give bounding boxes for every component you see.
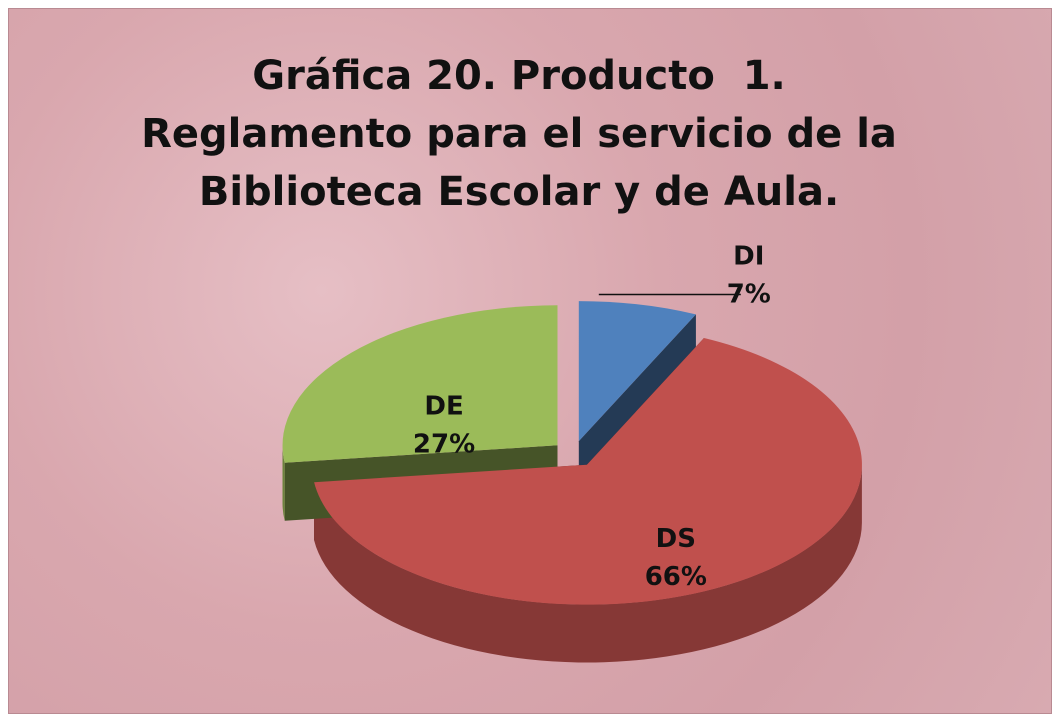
label-category: DS [656, 524, 696, 554]
label-value: 27% [413, 429, 475, 459]
slice-rim [314, 464, 862, 663]
chart-frame: DI 7% DS 66% DE 27% Gráfica 20. Producto 1. R… [8, 8, 1052, 714]
data-label: DE 27% [413, 391, 475, 459]
chart-title: Gráfica 20. Producto 1. Reglamento para … [141, 53, 911, 215]
label-value: 66% [645, 562, 707, 592]
data-label: DI 7% [727, 241, 771, 309]
label-category: DI [733, 241, 764, 271]
chart: DI 7% DS 66% DE 27% [282, 241, 862, 663]
label-value: 7% [727, 279, 771, 309]
slice [578, 301, 696, 442]
slice [314, 338, 862, 605]
slice-rim [282, 445, 285, 521]
slice [282, 305, 558, 463]
data-label: DS 66% [645, 524, 707, 592]
label-category: DE [424, 391, 463, 421]
